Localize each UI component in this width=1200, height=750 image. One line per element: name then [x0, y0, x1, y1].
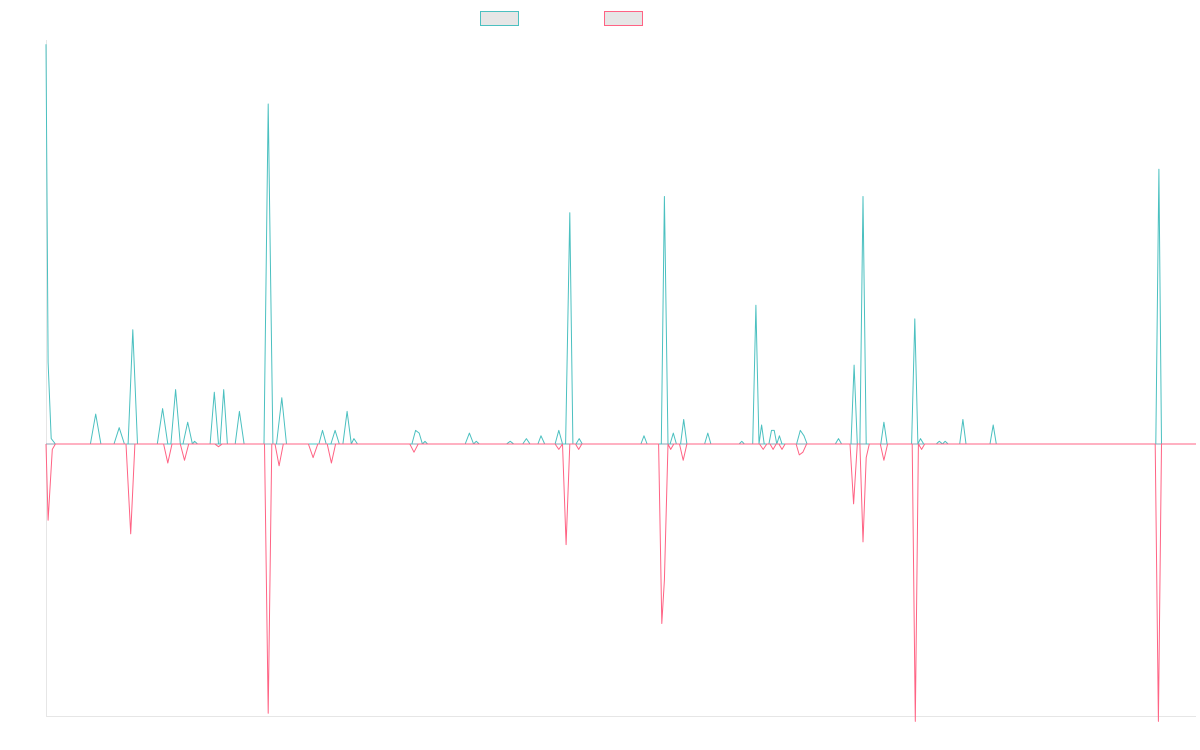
legend-item-series-1[interactable] — [480, 9, 525, 27]
legend-item-series-2[interactable] — [604, 9, 649, 27]
series-layer — [45, 44, 1196, 722]
legend-swatch-series-1 — [480, 10, 519, 26]
series-line-2 — [45, 443, 1196, 722]
legend-swatch-series-2 — [604, 10, 643, 26]
legend — [0, 9, 1200, 27]
series-line-1 — [45, 44, 1196, 445]
